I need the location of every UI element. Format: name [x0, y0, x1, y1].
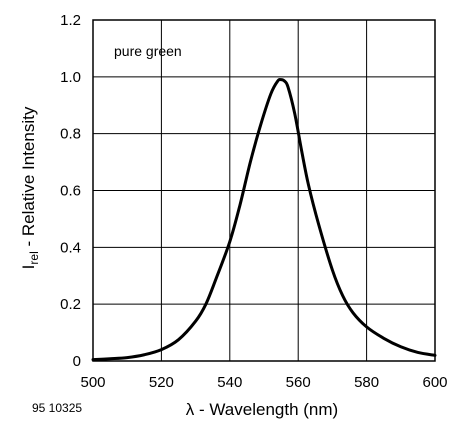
y-tick-label: 0.4 — [60, 239, 81, 256]
figure-id: 95 10325 — [32, 401, 82, 415]
y-tick-label: 0.6 — [60, 183, 81, 200]
y-axis-label-main: I — [19, 265, 38, 270]
y-axis-label: Irel - Relative Intensity — [19, 106, 41, 269]
plot-frame — [92, 19, 436, 362]
y-tick-label: 1.2 — [60, 12, 81, 29]
y-axis-label-rest: - Relative Intensity — [19, 106, 38, 251]
y-tick-labels: 0 0.2 0.4 0.6 0.8 1.0 1.2 — [60, 12, 81, 370]
y-tick-label: 1.0 — [60, 69, 81, 86]
x-tick-label: 560 — [286, 374, 311, 391]
y-axis-label-sub: rel — [27, 251, 41, 264]
x-tick-label: 500 — [80, 374, 105, 391]
x-axis-label: λ - Wavelength (nm) — [186, 400, 338, 419]
x-tick-label: 580 — [354, 374, 379, 391]
y-tick-label: 0.8 — [60, 126, 81, 143]
y-tick-label: 0 — [73, 353, 81, 370]
series-line — [91, 77, 437, 362]
y-tick-label: 0.2 — [60, 296, 81, 313]
annotation-label: pure green — [114, 43, 182, 59]
x-tick-label: 520 — [149, 374, 174, 391]
grid — [93, 20, 435, 361]
x-tick-labels: 500 520 540 560 580 600 — [80, 374, 447, 391]
x-tick-label: 600 — [422, 374, 447, 391]
x-tick-label: 540 — [217, 374, 242, 391]
